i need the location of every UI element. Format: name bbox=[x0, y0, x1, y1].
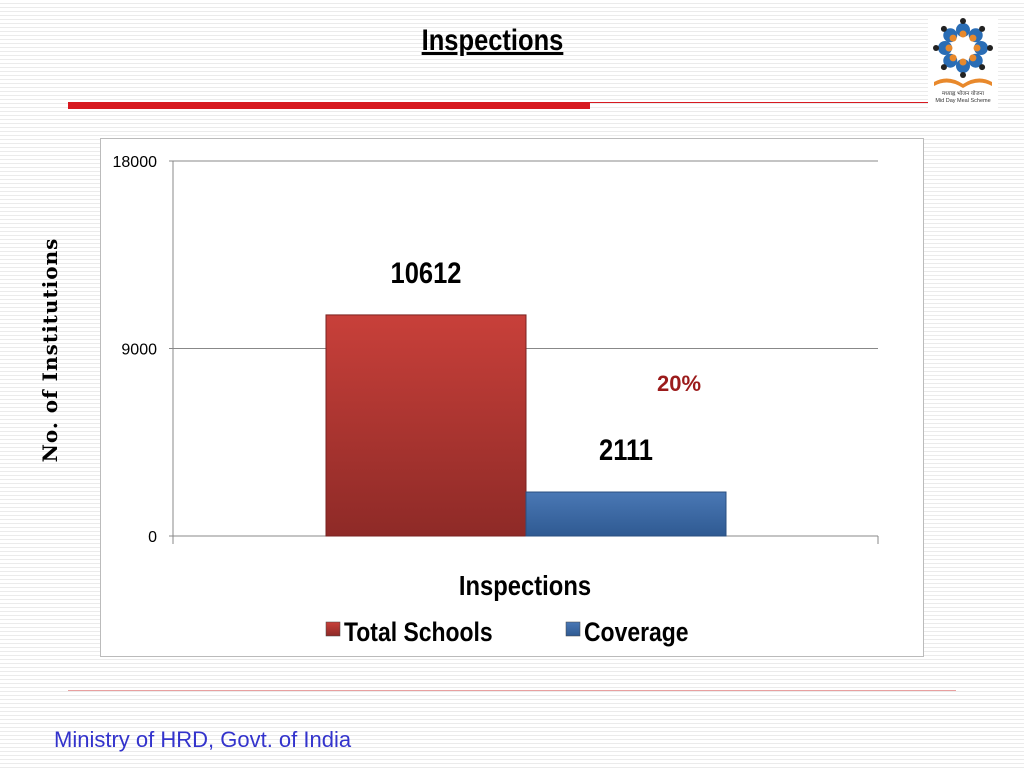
legend-label: Total Schools bbox=[344, 617, 493, 647]
y-axis-label: No. of Institutions bbox=[38, 237, 62, 463]
footer-text: Ministry of HRD, Govt. of India bbox=[54, 727, 352, 752]
svg-text:मध्याह्न भोजन योजना: मध्याह्न भोजन योजना bbox=[942, 90, 985, 97]
footer-divider bbox=[68, 690, 956, 691]
title-underline-line bbox=[590, 102, 930, 103]
y-tick-label: 9000 bbox=[121, 342, 157, 359]
percentage-annotation: 20% bbox=[657, 371, 701, 396]
data-label: 10612 bbox=[391, 256, 462, 289]
bar-chart: 0 9000 18000 10612 2111 20% Inspections Total S… bbox=[113, 154, 879, 647]
chart-container: 0 9000 18000 10612 2111 20% Inspections Total S… bbox=[100, 138, 924, 657]
mid-day-meal-logo: मध्याह्न भोजन योजना Mid Day Meal Scheme bbox=[928, 16, 998, 108]
slide-title: Inspections bbox=[421, 24, 564, 57]
title-underline-bar bbox=[68, 102, 590, 109]
y-tick-label: 0 bbox=[148, 529, 157, 546]
data-label: 2111 bbox=[599, 433, 653, 466]
legend-swatch bbox=[565, 621, 581, 637]
x-axis-label: Inspections bbox=[459, 569, 591, 601]
bar-total-schools bbox=[325, 314, 527, 537]
legend-label: Coverage bbox=[584, 617, 689, 647]
legend-swatch bbox=[325, 621, 341, 637]
svg-text:Mid Day Meal Scheme: Mid Day Meal Scheme bbox=[935, 98, 990, 104]
y-tick-label: 18000 bbox=[113, 154, 158, 171]
bar-coverage bbox=[525, 491, 727, 537]
